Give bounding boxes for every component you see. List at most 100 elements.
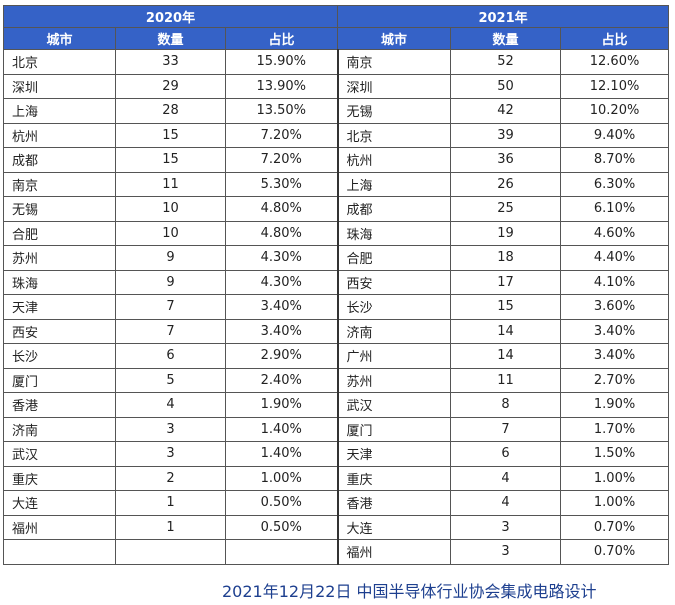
count-cell: 11: [115, 171, 226, 197]
share-cell: 1.40%: [224, 416, 339, 442]
share-cell: 4.60%: [560, 220, 670, 246]
count-cell: 15: [115, 122, 226, 148]
year-header: 2020年: [2, 5, 339, 28]
share-cell: 1.70%: [560, 416, 670, 442]
table-row: 西安 7 3.40% 济南 14 3.40%: [3, 318, 670, 344]
city-cell: 北京: [3, 49, 116, 75]
share-cell: 13.50%: [224, 98, 339, 124]
table-row: 长沙 6 2.90% 广州 14 3.40%: [3, 343, 670, 369]
count-cell: 7: [115, 318, 226, 344]
count-cell: 3: [115, 441, 226, 467]
share-cell: 8.70%: [560, 147, 670, 173]
share-cell: 0.70%: [560, 514, 670, 540]
count-cell: 3: [450, 539, 562, 565]
share-cell: 1.50%: [560, 441, 670, 467]
city-cell: 合肥: [3, 220, 116, 246]
city-cell: 上海: [336, 171, 452, 197]
share-cell: 4.30%: [224, 269, 339, 295]
city-cell: 广州: [336, 343, 452, 369]
count-cell: 14: [450, 343, 562, 369]
city-cell: 北京: [336, 122, 452, 148]
column-header: 数量: [115, 27, 226, 50]
count-cell: 29: [115, 73, 226, 99]
share-cell: 1.00%: [560, 465, 670, 491]
share-cell: 12.10%: [560, 73, 670, 99]
table-row: 济南 3 1.40% 厦门 7 1.70%: [3, 416, 670, 442]
city-cell: 天津: [336, 441, 452, 467]
count-cell: 18: [450, 245, 562, 271]
share-cell: 4.30%: [224, 245, 339, 271]
share-cell: 1.90%: [560, 392, 670, 418]
share-cell: 4.10%: [560, 269, 670, 295]
city-cell: 深圳: [3, 73, 116, 99]
city-table: 2020年 2021年 城市 数量 占比 城市 数量 占比 北京 33 15.90% 南京 52 12…: [2, 5, 670, 565]
city-cell: 重庆: [336, 465, 452, 491]
city-cell: 厦门: [3, 367, 116, 393]
share-cell: 3.40%: [224, 318, 339, 344]
share-cell: 10.20%: [560, 98, 670, 124]
count-cell: 9: [115, 269, 226, 295]
city-cell: 成都: [336, 196, 452, 222]
city-cell: 无锡: [336, 98, 452, 124]
table-row: 重庆 2 1.00% 重庆 4 1.00%: [3, 465, 670, 491]
count-cell: 8: [450, 392, 562, 418]
share-cell: 0.50%: [224, 514, 339, 540]
city-cell: 深圳: [336, 73, 452, 99]
share-cell: 7.20%: [224, 147, 339, 173]
count-cell: 4: [450, 490, 562, 516]
city-cell: 武汉: [3, 441, 116, 467]
city-cell: 无锡: [3, 196, 116, 222]
city-cell: 杭州: [336, 147, 452, 173]
share-cell: 1.40%: [224, 441, 339, 467]
table-row: 福州 3 0.70%: [3, 539, 670, 565]
share-cell: 9.40%: [560, 122, 670, 148]
table-row: 香港 4 1.90% 武汉 8 1.90%: [3, 392, 670, 418]
count-cell: 3: [450, 514, 562, 540]
city-cell: 天津: [3, 294, 116, 320]
count-cell: 36: [450, 147, 562, 173]
share-cell: 6.30%: [560, 171, 670, 197]
table-row: 福州 1 0.50% 大连 3 0.70%: [3, 514, 670, 540]
column-header: 城市: [337, 27, 452, 50]
count-cell: 7: [450, 416, 562, 442]
count-cell: 2: [115, 465, 226, 491]
city-cell: 大连: [336, 514, 452, 540]
city-cell: 长沙: [336, 294, 452, 320]
count-cell: 25: [450, 196, 562, 222]
share-cell: 3.60%: [560, 294, 670, 320]
share-cell: 1.00%: [224, 465, 339, 491]
city-cell: 长沙: [3, 343, 116, 369]
count-cell: 11: [450, 367, 562, 393]
table-row: 合肥 10 4.80% 珠海 19 4.60%: [3, 220, 670, 246]
count-cell: 26: [450, 171, 562, 197]
city-cell: 福州: [336, 539, 452, 565]
share-cell: 1.00%: [560, 490, 670, 516]
table-row: 苏州 9 4.30% 合肥 18 4.40%: [3, 245, 670, 271]
count-cell: 28: [115, 98, 226, 124]
city-cell: 香港: [336, 490, 452, 516]
count-cell: 6: [450, 441, 562, 467]
count-cell: 6: [115, 343, 226, 369]
share-cell: 6.10%: [560, 196, 670, 222]
city-cell: 苏州: [3, 245, 116, 271]
empty-cell: [3, 539, 116, 565]
share-cell: 2.70%: [560, 367, 670, 393]
share-cell: 0.50%: [224, 490, 339, 516]
share-cell: 12.60%: [560, 49, 670, 75]
count-cell: 9: [115, 245, 226, 271]
empty-cell: [115, 539, 226, 565]
city-cell: 武汉: [336, 392, 452, 418]
city-cell: 西安: [3, 318, 116, 344]
count-cell: 42: [450, 98, 562, 124]
count-cell: 1: [115, 490, 226, 516]
share-cell: 5.30%: [224, 171, 339, 197]
share-cell: 3.40%: [560, 343, 670, 369]
column-header: 城市: [3, 27, 116, 50]
city-cell: 大连: [3, 490, 116, 516]
share-cell: 4.80%: [224, 196, 339, 222]
city-cell: 杭州: [3, 122, 116, 148]
column-header: 占比: [224, 27, 339, 50]
share-cell: 3.40%: [560, 318, 670, 344]
city-cell: 上海: [3, 98, 116, 124]
city-cell: 南京: [336, 49, 452, 75]
